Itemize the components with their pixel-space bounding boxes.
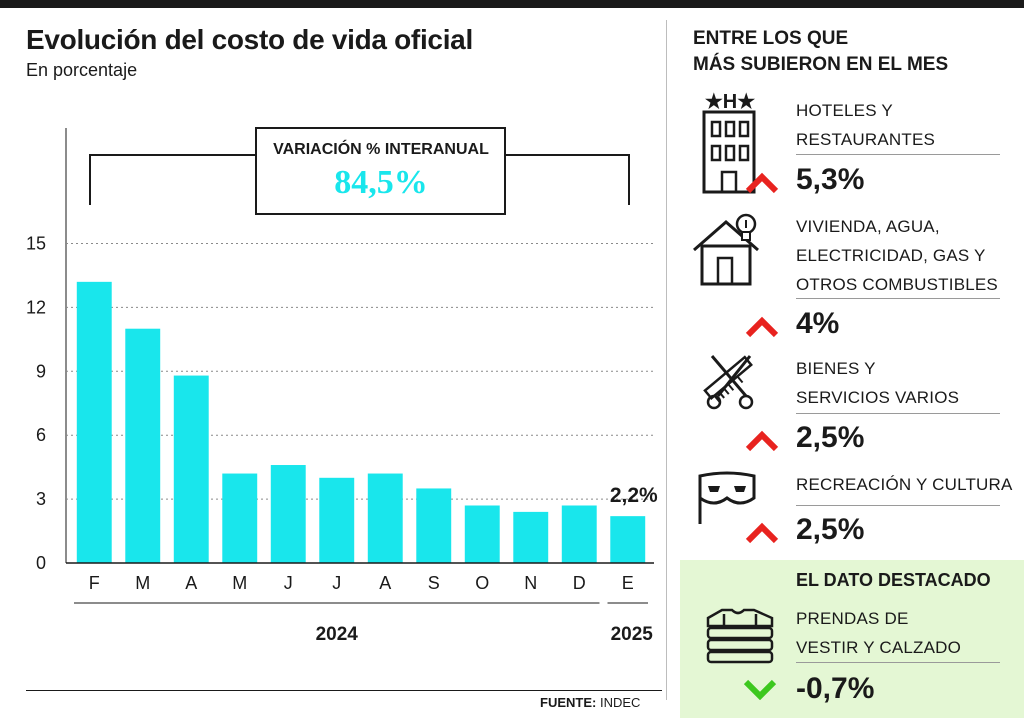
column-divider xyxy=(666,20,667,700)
x-tick-label: N xyxy=(524,573,537,593)
annual-bracket-left xyxy=(89,154,256,205)
category-label-line: RESTAURANTES xyxy=(796,130,936,149)
up-arrow-icon xyxy=(745,172,779,194)
x-tick-label: A xyxy=(185,573,197,593)
top-bar xyxy=(0,0,1024,8)
category-divider xyxy=(796,154,1000,155)
up-arrow-icon xyxy=(745,522,779,544)
bar xyxy=(416,488,452,563)
highlight-heading: EL DATO DESTACADO xyxy=(796,570,991,590)
hotel-icon: ★H★ xyxy=(702,91,756,194)
up-arrow-icon xyxy=(745,430,779,452)
category-label-line: VESTIR Y CALZADO xyxy=(796,638,962,657)
category-divider xyxy=(796,662,1000,663)
category-label-line: SERVICIOS VARIOS xyxy=(796,388,960,407)
category-label-line: PRENDAS DE xyxy=(796,609,909,628)
chart-subtitle: En porcentaje xyxy=(26,60,138,80)
annual-value: 84,5% xyxy=(334,164,428,201)
x-tick-label: M xyxy=(232,573,247,593)
x-tick-label: F xyxy=(89,573,100,593)
bar xyxy=(76,281,112,563)
category-label-line: ELECTRICIDAD, GAS Y xyxy=(796,246,986,265)
up-arrow-icon xyxy=(745,316,779,338)
y-tick-label: 9 xyxy=(36,361,46,381)
x-tick-label: E xyxy=(622,573,634,593)
chart-title: Evolución del costo de vida oficial xyxy=(26,24,473,55)
category-value-hotels: 5,3% xyxy=(796,163,865,196)
annual-bracket-right xyxy=(505,154,630,205)
bar xyxy=(367,473,403,563)
y-tick-label: 3 xyxy=(36,489,46,509)
highlight-value: -0,7% xyxy=(796,672,875,705)
category-label-line: OTROS COMBUSTIBLES xyxy=(796,275,998,294)
category-value-misc: 2,5% xyxy=(796,421,865,454)
category-label-housing: VIVIENDA, AGUA, ELECTRICIDAD, GAS Y OTRO… xyxy=(796,212,998,299)
category-divider xyxy=(796,413,1000,414)
sidebar-heading-line-2: MÁS SUBIERON EN EL MES xyxy=(693,54,949,75)
category-label-line: HOTELES Y xyxy=(796,101,893,120)
x-tick-label: D xyxy=(573,573,586,593)
annual-box xyxy=(255,127,506,215)
bar xyxy=(464,505,500,563)
x-tick-label: S xyxy=(428,573,440,593)
bar xyxy=(270,465,306,563)
category-value-housing: 4% xyxy=(796,307,840,340)
svg-text:★H★: ★H★ xyxy=(705,91,755,113)
category-label-hotels: HOTELES Y RESTAURANTES xyxy=(796,96,935,154)
y-tick-label: 15 xyxy=(26,234,46,254)
y-tick-label: 0 xyxy=(36,553,46,573)
scissors-comb-icon xyxy=(703,355,754,410)
bar xyxy=(319,477,355,563)
category-label-recreation: RECREACIÓN Y CULTURA xyxy=(796,470,1013,499)
source-note: FUENTE: INDEC xyxy=(540,695,640,710)
category-divider xyxy=(796,505,1000,506)
bar xyxy=(222,473,258,563)
annual-label: VARIACIÓN % INTERANUAL xyxy=(273,139,489,158)
x-tick-label: M xyxy=(135,573,150,593)
bar xyxy=(561,505,597,563)
source-value: INDEC xyxy=(599,695,641,710)
x-tick-label: J xyxy=(332,573,341,593)
year-label: 2024 xyxy=(316,624,359,645)
bar-chart: 0 3 6 9 12 15 F M A M J J A S O N D E 2,2% 2024 2025 VARIACIÓ… xyxy=(26,127,658,645)
bottom-rule xyxy=(26,690,662,691)
category-value-recreation: 2,5% xyxy=(796,513,865,546)
category-divider xyxy=(796,298,1000,299)
mask-icon xyxy=(698,471,756,524)
sidebar-heading-line-1: ENTRE LOS QUE xyxy=(693,28,849,49)
x-tick-label: J xyxy=(284,573,293,593)
y-tick-label: 6 xyxy=(36,425,46,445)
category-label-line: VIVIENDA, AGUA, xyxy=(796,217,940,236)
bar xyxy=(125,328,161,563)
sidebar-heading: ENTRE LOS QUE MÁS SUBIERON EN EL MES xyxy=(693,26,948,78)
bar xyxy=(610,516,646,563)
year-label: 2025 xyxy=(611,624,654,645)
category-label-line: BIENES Y xyxy=(796,359,876,378)
highlight-category-label: PRENDAS DE VESTIR Y CALZADO xyxy=(796,604,961,662)
y-tick-label: 12 xyxy=(26,297,46,317)
clothes-stack-icon xyxy=(706,608,774,664)
x-tick-label: O xyxy=(475,573,489,593)
house-bulb-icon xyxy=(693,213,759,286)
source-label: FUENTE: xyxy=(540,695,597,710)
x-tick-label: A xyxy=(379,573,391,593)
bar xyxy=(173,375,209,563)
category-label-misc: BIENES Y SERVICIOS VARIOS xyxy=(796,354,959,412)
bar xyxy=(513,511,549,563)
down-arrow-icon xyxy=(743,679,777,700)
data-label-last: 2,2% xyxy=(610,484,658,507)
category-label-line: RECREACIÓN Y CULTURA xyxy=(796,475,1013,494)
